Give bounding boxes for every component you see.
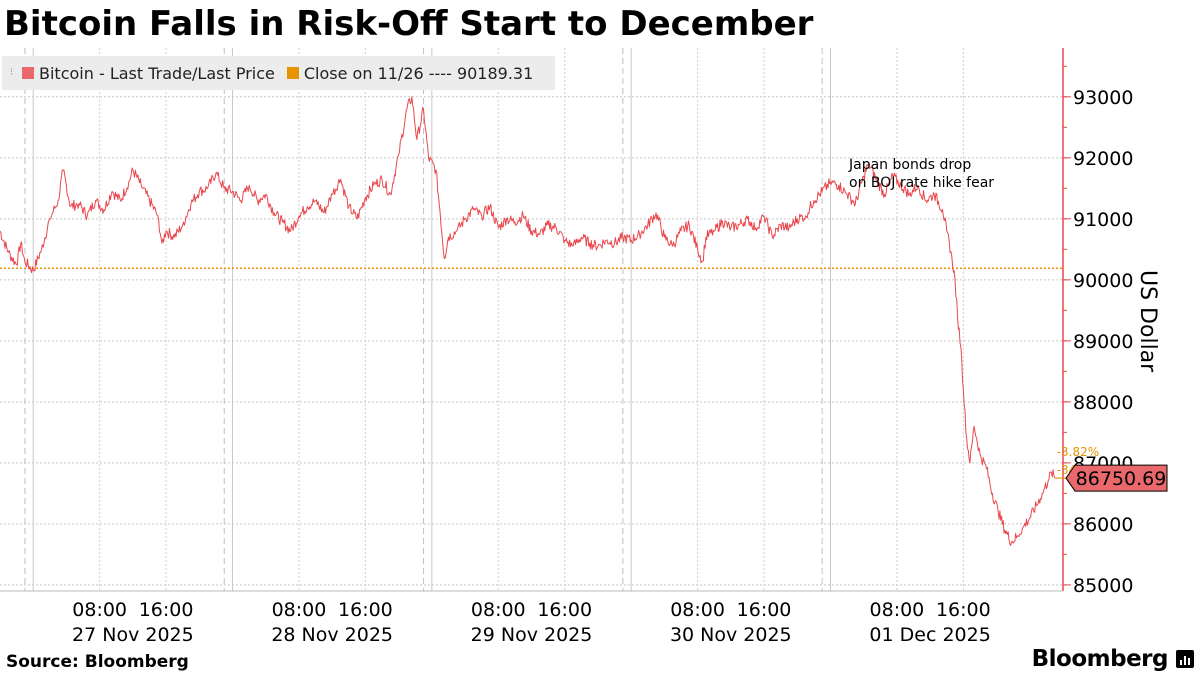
x-time-label: 08:00	[670, 599, 725, 621]
x-time-label: 08:00	[870, 599, 925, 621]
x-date-label: 30 Nov 2025	[670, 624, 792, 646]
y-tick-label: 91000	[1073, 209, 1133, 231]
axis-labels: 8500086000870008800089000900009100092000…	[72, 87, 1168, 646]
x-date-label: 01 Dec 2025	[869, 624, 990, 646]
legend-swatch-bitcoin	[22, 67, 34, 79]
y-tick-label: 90000	[1073, 270, 1133, 292]
legend-item-bitcoin: Bitcoin - Last Trade/Last Price	[22, 64, 275, 83]
legend-swatch-close	[286, 67, 299, 79]
axes	[0, 48, 1071, 592]
annotation-text: Japan bonds drop	[848, 157, 971, 173]
x-date-label: 29 Nov 2025	[471, 624, 593, 646]
legend-label-close: Close on 11/26 ---- 90189.31	[303, 63, 534, 83]
y-tick-label: 92000	[1073, 148, 1133, 170]
bloomberg-logo: Bloomberg	[1031, 646, 1169, 672]
y-tick-label: 89000	[1073, 331, 1133, 353]
last-price-tag	[1065, 464, 1168, 492]
bloomberg-terminal-icon	[1176, 650, 1194, 668]
x-date-label: 28 Nov 2025	[271, 624, 393, 646]
drag-handle-icon: ⁝	[10, 67, 14, 78]
x-time-label: 16:00	[139, 599, 194, 621]
x-time-label: 16:00	[537, 599, 592, 621]
legend: ⁝ Bitcoin - Last Trade/Last Price Close …	[2, 56, 556, 90]
bitcoin-price-line	[0, 96, 1056, 547]
change-percent-label: -3.82%	[1057, 445, 1099, 459]
x-time-label: 16:00	[338, 599, 393, 621]
y-tick-label: 86000	[1073, 514, 1133, 536]
grid-lines	[0, 48, 1063, 591]
y-tick-label: 93000	[1073, 87, 1133, 109]
last-price-value: 86750.69	[1076, 468, 1167, 490]
annotation-text: on BOJ rate hike fear	[849, 175, 994, 191]
source-note: Source: Bloomberg	[6, 652, 189, 672]
legend-item-close: Close on 11/26 ---- 90189.31	[286, 63, 534, 83]
x-time-label: 08:00	[72, 599, 127, 621]
legend-label-bitcoin: Bitcoin - Last Trade/Last Price	[39, 63, 275, 83]
x-time-label: 16:00	[936, 599, 991, 621]
chart-title: Bitcoin Falls in Risk-Off Start to Decem…	[4, 4, 814, 44]
y-tick-label: 88000	[1073, 392, 1133, 414]
x-time-label: 08:00	[272, 599, 327, 621]
x-date-label: 27 Nov 2025	[72, 624, 194, 646]
y-tick-label: 85000	[1073, 575, 1133, 597]
x-time-label: 16:00	[737, 599, 792, 621]
y-axis-title: US Dollar	[1135, 270, 1160, 373]
x-time-label: 08:00	[471, 599, 526, 621]
